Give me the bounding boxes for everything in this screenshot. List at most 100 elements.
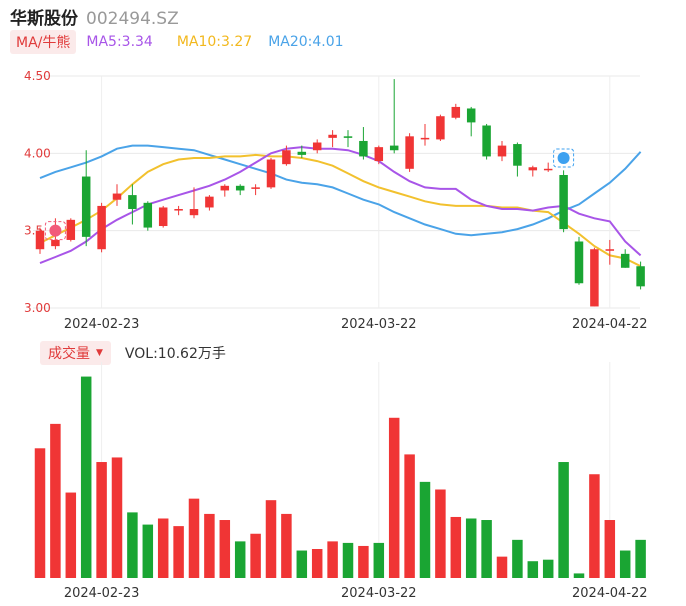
ma20-value: MA20:4.01 [268,34,344,50]
volume-bar [635,539,646,578]
volume-bar [127,512,138,578]
volume-bar [234,541,246,578]
volume-indicator-dropdown[interactable]: 成交量 ▼ [40,341,111,365]
candle-down [559,174,568,230]
volume-bar [65,492,77,578]
volume-bar [512,539,523,578]
candle-up [543,168,553,171]
volume-indicator-label: 成交量 [48,346,90,362]
volume-bar [265,500,277,578]
candle-up [205,196,214,208]
candle-up [420,137,430,140]
volume-bar [188,498,200,578]
volume-bar [496,556,508,578]
candle-up [374,147,384,162]
candle-down [482,125,491,157]
buy-signal-icon-frame [44,221,66,241]
candle-up [266,159,276,188]
candle-down [574,241,584,284]
volume-bar [142,524,154,578]
candle-down [389,145,399,151]
candle-up [605,249,615,251]
volume-value: VOL:10.62万手 [124,346,226,362]
ma10-line [39,153,642,268]
volume-bar [311,549,323,578]
volume-bar [358,545,369,578]
candle-up [97,205,106,250]
ma-legend: MA/牛熊 MA5:3.34 MA10:3.27 MA20:4.01 [10,30,344,54]
candle-down [297,151,307,155]
volume-bar [527,561,539,578]
candle-up [497,145,507,157]
volume-bar [80,376,92,578]
volume-bar [604,520,616,578]
volume-bar [342,542,354,578]
volume-bar [419,481,431,578]
volume-bar [204,513,215,578]
volume-bar [404,454,415,578]
ma10-value: MA10:3.27 [176,34,253,50]
volume-bar [50,423,61,578]
volume-date-label: 2024-04-22 [572,586,648,601]
candle-up [158,207,168,227]
ma-indicator-button[interactable]: MA/牛熊 [10,30,77,54]
volume-bar [96,462,107,578]
candle-up [405,136,414,169]
candle-down [343,136,353,138]
volume-bar [450,516,462,578]
candle-down [636,266,645,287]
candle-up [220,185,230,191]
candle-up [328,134,337,138]
candle-up [251,187,260,189]
volume-bar [589,474,600,578]
price-date-label: 2024-03-22 [341,317,417,332]
price-date-label: 2024-02-23 [64,317,140,332]
volume-bar [373,542,385,578]
candle-down [359,140,368,157]
ma20-line [39,144,642,237]
volume-bar [542,559,554,578]
volume-bar [388,417,400,578]
volume-bar [465,518,477,578]
sell-signal-icon-frame [553,148,575,168]
buy-signal-icon [49,224,62,237]
volume-bar [619,550,631,578]
candle-up [174,209,183,211]
candle-down [235,185,245,191]
candle-up [436,116,445,140]
price-tick-label: 4.00 [24,146,51,160]
candle-up [282,150,291,165]
candle-up [35,230,45,250]
stock-header: 华斯股份 002494.SZ [10,4,179,29]
candle-down [466,108,476,123]
stock-name: 华斯股份 [10,9,78,29]
candle-up [451,106,461,118]
candle-down [513,144,522,166]
candle-down [143,202,153,228]
volume-bar [481,520,492,578]
candle-up [590,249,599,307]
volume-bar [281,513,292,578]
sell-signal-icon [557,151,570,164]
volume-bar [435,489,446,578]
candle-up [51,239,60,247]
volume-bar [219,520,231,578]
volume-date-label: 2024-03-22 [341,586,417,601]
volume-bar [111,457,123,578]
volume-bar [558,462,569,578]
candle-down [620,253,630,268]
candle-down [128,195,137,210]
candle-up [66,219,76,240]
volume-bar [296,550,308,578]
price-date-label: 2024-04-22 [572,317,648,332]
volume-bar [250,533,261,578]
volume-date-label: 2024-02-23 [64,586,140,601]
volume-bar [327,541,338,578]
candle-up [112,193,122,200]
candle-up [528,167,538,171]
volume-bar [573,573,585,578]
candle-up [189,209,199,216]
ma5-line [39,146,642,265]
volume-bar [34,448,46,578]
